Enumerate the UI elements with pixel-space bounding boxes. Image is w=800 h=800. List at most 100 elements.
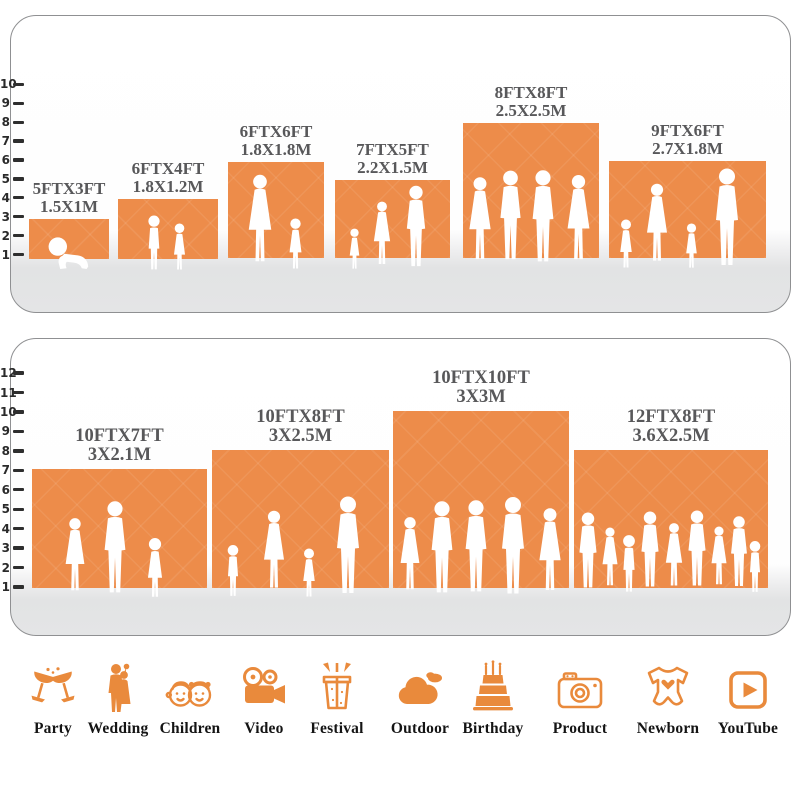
- ruler-number: 5: [1, 502, 10, 517]
- size-m-text: 1.5X1M: [39, 196, 99, 216]
- backdrop-7ftx5ft: 7FTX5FT 2.2X1.5M: [335, 140, 450, 269]
- size-ft-text: 6FTX4FT: [131, 158, 205, 178]
- ruler-number: 6: [1, 153, 10, 167]
- category-festival: Festival: [295, 660, 379, 738]
- ruler-number: 2: [1, 228, 10, 243]
- ruler-number: 10: [0, 77, 17, 92]
- backdrop-size-label: 5FTX3FT 1.5X1M: [33, 179, 106, 219]
- children-faces-icon: [165, 681, 212, 707]
- category-label: Festival: [310, 720, 364, 737]
- ruler-number: 12: [0, 366, 17, 381]
- backdrop-6ftx6ft: 6FTX6FT 1.8X1.8M: [228, 122, 324, 269]
- ruler-number: 1: [1, 580, 10, 594]
- people-silhouette: [148, 215, 186, 270]
- ruler-number: 8: [1, 443, 10, 458]
- category-label: Birthday: [462, 720, 524, 737]
- category-birthday: Birthday: [451, 660, 535, 738]
- ruler-number: 10: [0, 404, 17, 419]
- category-video: Video: [222, 664, 306, 738]
- people-silhouette: [469, 170, 590, 262]
- category-outdoor: Outdoor: [378, 664, 462, 738]
- size-ft-text: 9FTX6FT: [651, 120, 724, 140]
- ruler-number: 11: [0, 385, 17, 400]
- category-label: Video: [244, 720, 284, 737]
- people-silhouette: [48, 237, 89, 269]
- size-m-text: 3X3M: [456, 387, 506, 408]
- ruler-number: 4: [1, 521, 10, 536]
- category-wedding: Wedding: [76, 660, 160, 738]
- people-silhouette: [248, 174, 302, 269]
- ruler-number: 4: [1, 190, 10, 205]
- backdrop-size-label: 12FTX8FT 3.6X2.5M: [626, 406, 716, 450]
- wedding-couple-icon: [108, 663, 131, 712]
- backdrop-size-label: 10FTX10FT 3X3M: [432, 367, 530, 411]
- size-m-text: 1.8X1.8M: [240, 139, 312, 159]
- backdrop-9ftx6ft: 9FTX6FT 2.7X1.8M: [609, 121, 766, 268]
- size-ft-text: 6FTX6FT: [239, 121, 313, 141]
- category-party: Party: [11, 664, 95, 738]
- ruler-number: 6: [1, 482, 10, 497]
- outdoor-cloud-icon: [398, 672, 442, 704]
- size-m-text: 2.2X1.5M: [357, 157, 428, 177]
- ruler-number: 3: [1, 209, 10, 224]
- size-ft-text: 12FTX8FT: [626, 406, 716, 427]
- backdrop-size-label: 9FTX6FT 2.7X1.8M: [651, 120, 724, 161]
- people-silhouette: [579, 510, 761, 592]
- backdrop-6ftx4ft: 6FTX4FT 1.8X1.2M: [118, 159, 218, 270]
- size-m-text: 3.6X2.5M: [632, 426, 710, 447]
- ruler-number: 7: [1, 134, 10, 149]
- category-newborn: Newborn: [626, 662, 710, 738]
- category-children: Children: [148, 664, 232, 738]
- size-m-text: 1.8X1.2M: [132, 176, 204, 196]
- backdrop-size-label: 7FTX5FT 2.2X1.5M: [356, 139, 429, 180]
- size-m-text: 3X2.5M: [268, 426, 333, 447]
- people-silhouette: [65, 501, 163, 597]
- size-m-text: 3X2.1M: [87, 445, 152, 466]
- ruler-number: 2: [1, 560, 10, 575]
- ruler-number: 9: [1, 424, 10, 439]
- size-m-text: 2.5X2.5M: [495, 100, 567, 120]
- category-label: Children: [159, 720, 221, 737]
- ruler-number: 5: [1, 171, 10, 186]
- size-ft-text: 10FTX8FT: [256, 406, 345, 427]
- size-ft-text: 8FTX8FT: [494, 82, 568, 102]
- people-silhouette: [349, 185, 426, 269]
- backdrop-10ftx10ft: 10FTX10FT 3X3M: [393, 368, 569, 594]
- backdrop-10ftx8ft: 10FTX8FT 3X2.5M: [212, 407, 389, 597]
- category-label: Party: [33, 720, 72, 737]
- ruler-number: 7: [1, 463, 10, 478]
- backdrop-10ftx7ft: 10FTX7FT 3X2.1M: [32, 426, 207, 597]
- people-silhouette: [620, 168, 738, 268]
- youtube-play-icon: [729, 671, 767, 709]
- people-silhouette: [227, 496, 359, 597]
- newborn-onesie-icon: [647, 666, 689, 706]
- backdrop-size-label: 10FTX7FT 3X2.1M: [75, 426, 163, 469]
- party-glasses-icon: [31, 667, 75, 703]
- category-label: Wedding: [87, 720, 149, 737]
- people-silhouette: [400, 497, 561, 594]
- backdrop-size-label: 10FTX8FT 3X2.5M: [256, 406, 345, 450]
- backdrop-size-label: 6FTX6FT 1.8X1.8M: [239, 121, 313, 162]
- ruler-number: 1: [1, 247, 10, 262]
- category-youtube: YouTube: [706, 664, 790, 738]
- ruler-number: 8: [1, 115, 10, 130]
- backdrop-8ftx8ft: 8FTX8FT 2.5X2.5M: [463, 83, 599, 262]
- category-label: YouTube: [717, 720, 779, 737]
- size-ft-text: 10FTX10FT: [432, 367, 530, 388]
- category-label: Outdoor: [390, 720, 450, 737]
- category-label: Product: [552, 720, 608, 737]
- category-product: Product: [538, 664, 622, 738]
- festival-gift-icon: [322, 662, 352, 710]
- birthday-cake-icon: [473, 660, 513, 711]
- video-camera-icon: [243, 667, 285, 704]
- size-m-text: 2.7X1.8M: [652, 138, 723, 158]
- ruler-number: 3: [1, 541, 10, 556]
- backdrop-size-label: 8FTX8FT 2.5X2.5M: [494, 82, 568, 123]
- ruler-number: 9: [1, 96, 10, 111]
- product-camera-icon: [557, 672, 603, 709]
- backdrop-5ftx3ft: 5FTX3FT 1.5X1M: [29, 179, 109, 269]
- backdrop-size-label: 6FTX4FT 1.8X1.2M: [131, 158, 205, 199]
- size-ft-text: 7FTX5FT: [356, 139, 429, 159]
- backdrop-12ftx8ft: 12FTX8FT 3.6X2.5M: [574, 407, 768, 592]
